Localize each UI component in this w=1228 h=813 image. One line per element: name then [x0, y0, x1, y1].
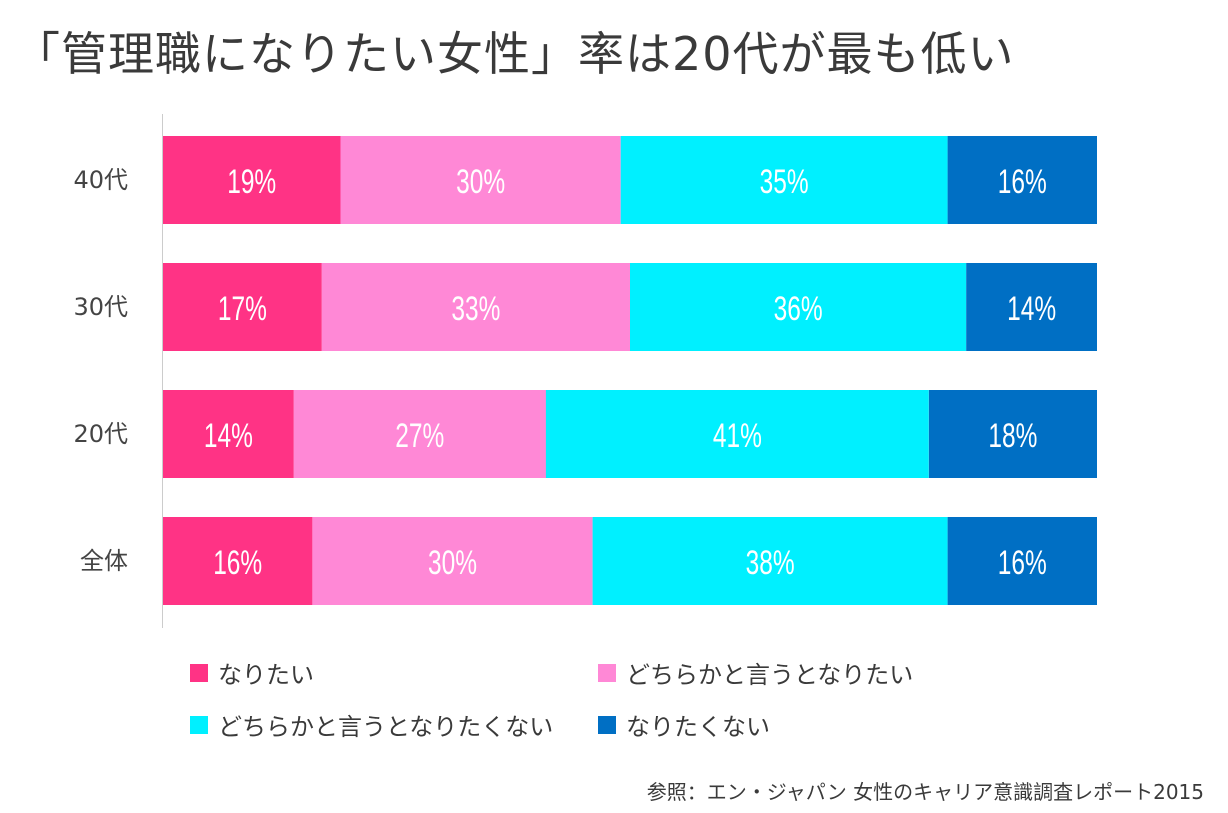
- bar-segment: [340, 136, 621, 224]
- legend-label: どちらかと言うとなりたくない: [218, 713, 554, 741]
- bar-segment: [163, 136, 341, 224]
- category-label: 30代: [73, 293, 128, 321]
- category-label: 20代: [73, 420, 128, 448]
- bar-segment: [947, 136, 1097, 224]
- data-label: 33%: [451, 290, 500, 328]
- legend: なりたい どちらかと言うとなりたい どちらかと言うとなりたくない なりたくない: [190, 655, 1190, 755]
- legend-item-nari-takunai: なりたくない: [598, 707, 770, 742]
- bar-segment: [293, 390, 546, 478]
- bar-segment: [928, 390, 1097, 478]
- bar-segment: [620, 136, 948, 224]
- legend-swatch: [190, 663, 208, 682]
- data-label: 30%: [456, 163, 505, 201]
- legend-label: なりたくない: [626, 713, 770, 741]
- legend-item-nari-tai: なりたい: [190, 655, 314, 690]
- data-label: 27%: [395, 417, 444, 455]
- data-label: 35%: [760, 163, 809, 201]
- bar-segment: [592, 517, 948, 605]
- bar-segment: [163, 263, 322, 351]
- data-label: 18%: [988, 417, 1037, 455]
- legend-item-dochiraka-nari-takunai: どちらかと言うとなりたくない: [190, 707, 553, 742]
- bar-segment: [966, 263, 1097, 351]
- bar-segment: [545, 390, 929, 478]
- category-label: 40代: [73, 166, 128, 194]
- data-label: 14%: [1007, 290, 1056, 328]
- bar-segment: [163, 390, 294, 478]
- legend-swatch: [598, 663, 616, 682]
- bar-segment: [321, 263, 630, 351]
- data-label: 38%: [746, 544, 795, 582]
- legend-swatch: [190, 715, 208, 734]
- data-label: 36%: [774, 290, 823, 328]
- category-label: 全体: [80, 547, 128, 575]
- bar-segment: [312, 517, 593, 605]
- data-label: 19%: [227, 163, 276, 201]
- data-label: 41%: [713, 417, 762, 455]
- data-label: 17%: [218, 290, 267, 328]
- data-label: 14%: [204, 417, 253, 455]
- data-label: 16%: [998, 163, 1047, 201]
- source-note: 参照：エン・ジャパン 女性のキャリア意識調査レポート2015: [646, 780, 1204, 804]
- data-label: 30%: [428, 544, 477, 582]
- bar-segment: [630, 263, 967, 351]
- legend-swatch: [598, 715, 616, 734]
- bar-segment: [163, 517, 313, 605]
- chart-title: 「管理職になりたい女性」率は20代が最も低い: [14, 27, 1015, 81]
- legend-item-dochiraka-nari-tai: どちらかと言うとなりたい: [598, 655, 913, 690]
- data-label: 16%: [998, 544, 1047, 582]
- legend-label: どちらかと言うとなりたい: [626, 661, 914, 689]
- bar-segment: [947, 517, 1097, 605]
- data-label: 16%: [213, 544, 262, 582]
- legend-label: なりたい: [218, 661, 314, 689]
